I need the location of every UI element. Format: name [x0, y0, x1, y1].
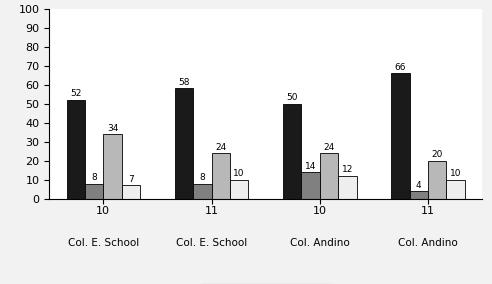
Text: 14: 14	[305, 162, 316, 171]
Bar	[66, 100, 85, 199]
Bar	[85, 183, 103, 199]
Bar	[391, 73, 410, 199]
Bar	[320, 153, 338, 199]
Bar	[175, 88, 193, 199]
Bar	[428, 161, 446, 199]
Text: 10: 10	[233, 169, 245, 178]
Bar	[212, 153, 230, 199]
Bar	[193, 183, 212, 199]
Text: 8: 8	[199, 173, 205, 182]
Text: 34: 34	[107, 124, 118, 133]
Bar	[302, 172, 320, 199]
Text: 10: 10	[450, 169, 461, 178]
Text: 24: 24	[323, 143, 335, 152]
Text: 58: 58	[178, 78, 190, 87]
Bar	[338, 176, 357, 199]
Bar	[103, 134, 122, 199]
Bar	[230, 180, 248, 199]
Text: 52: 52	[70, 89, 81, 98]
Text: 12: 12	[342, 166, 353, 174]
Text: Col. E. School: Col. E. School	[176, 238, 247, 248]
Bar	[410, 191, 428, 199]
Text: 66: 66	[395, 63, 406, 72]
Text: 20: 20	[431, 150, 443, 159]
Text: Col. Andino: Col. Andino	[398, 238, 458, 248]
Text: 7: 7	[128, 175, 134, 184]
Bar	[283, 104, 302, 199]
Text: 24: 24	[215, 143, 226, 152]
Bar	[446, 180, 465, 199]
Text: Col. Andino: Col. Andino	[290, 238, 350, 248]
Text: 4: 4	[416, 181, 422, 190]
Text: 50: 50	[286, 93, 298, 102]
Bar	[122, 185, 140, 199]
Text: Col. E. School: Col. E. School	[68, 238, 139, 248]
Text: 8: 8	[91, 173, 97, 182]
